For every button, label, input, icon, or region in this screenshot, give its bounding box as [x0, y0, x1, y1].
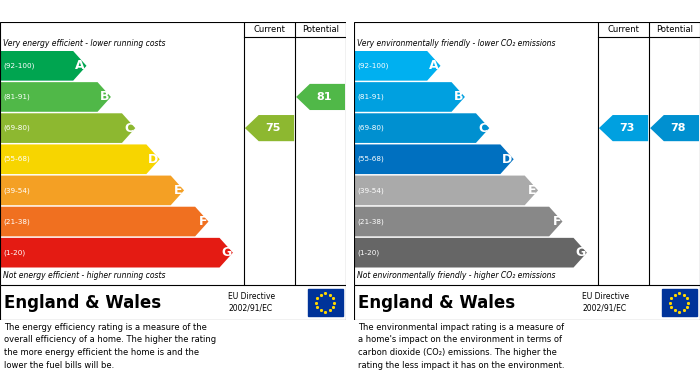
- Text: G: G: [221, 246, 232, 259]
- Text: Not environmentally friendly - higher CO₂ emissions: Not environmentally friendly - higher CO…: [357, 271, 556, 280]
- Text: (92-100): (92-100): [357, 63, 388, 69]
- Text: F: F: [552, 215, 561, 228]
- Text: E: E: [528, 184, 537, 197]
- Text: 81: 81: [316, 92, 332, 102]
- Text: EU Directive
2002/91/EC: EU Directive 2002/91/EC: [582, 292, 629, 313]
- Text: (39-54): (39-54): [357, 187, 384, 194]
- Text: The energy efficiency rating is a measure of the
overall efficiency of a home. T: The energy efficiency rating is a measur…: [4, 323, 216, 369]
- Text: Current: Current: [253, 25, 286, 34]
- Text: E: E: [174, 184, 183, 197]
- Polygon shape: [0, 51, 87, 81]
- Text: F: F: [199, 215, 207, 228]
- Text: (55-68): (55-68): [3, 156, 29, 163]
- Text: (81-91): (81-91): [3, 94, 29, 100]
- Text: A: A: [76, 59, 85, 72]
- Text: Very environmentally friendly - lower CO₂ emissions: Very environmentally friendly - lower CO…: [357, 39, 556, 48]
- Text: Energy Efficiency Rating: Energy Efficiency Rating: [5, 5, 177, 18]
- Text: Not energy efficient - higher running costs: Not energy efficient - higher running co…: [3, 271, 165, 280]
- Polygon shape: [650, 115, 699, 141]
- Polygon shape: [0, 238, 233, 267]
- Text: (1-20): (1-20): [3, 249, 25, 256]
- Text: (92-100): (92-100): [3, 63, 34, 69]
- Polygon shape: [354, 207, 563, 236]
- Text: England & Wales: England & Wales: [4, 294, 161, 312]
- Polygon shape: [0, 144, 160, 174]
- Text: 75: 75: [265, 123, 281, 133]
- Polygon shape: [354, 82, 465, 112]
- Text: Potential: Potential: [656, 25, 693, 34]
- Text: (21-38): (21-38): [357, 218, 384, 225]
- Text: Very energy efficient - lower running costs: Very energy efficient - lower running co…: [3, 39, 165, 48]
- Text: A: A: [429, 59, 439, 72]
- Text: England & Wales: England & Wales: [358, 294, 515, 312]
- Polygon shape: [245, 115, 294, 141]
- Text: G: G: [575, 246, 585, 259]
- Bar: [662, 289, 696, 316]
- Text: (21-38): (21-38): [3, 218, 29, 225]
- Text: (81-91): (81-91): [357, 94, 384, 100]
- Polygon shape: [0, 82, 111, 112]
- Text: 78: 78: [670, 123, 686, 133]
- Text: C: C: [479, 122, 488, 135]
- Text: B: B: [100, 90, 109, 104]
- Text: The environmental impact rating is a measure of
a home's impact on the environme: The environmental impact rating is a mea…: [358, 323, 564, 369]
- Text: 73: 73: [620, 123, 635, 133]
- Text: (55-68): (55-68): [357, 156, 384, 163]
- Text: C: C: [125, 122, 134, 135]
- Polygon shape: [296, 84, 345, 110]
- Text: Current: Current: [608, 25, 640, 34]
- Polygon shape: [354, 176, 538, 205]
- Text: Environmental Impact (CO₂) Rating: Environmental Impact (CO₂) Rating: [359, 5, 606, 18]
- Polygon shape: [0, 113, 135, 143]
- Polygon shape: [599, 115, 648, 141]
- Polygon shape: [0, 207, 209, 236]
- Text: (69-80): (69-80): [357, 125, 384, 131]
- Text: D: D: [502, 153, 512, 166]
- Polygon shape: [354, 113, 489, 143]
- Text: D: D: [148, 153, 158, 166]
- Text: EU Directive
2002/91/EC: EU Directive 2002/91/EC: [228, 292, 276, 313]
- Text: (1-20): (1-20): [357, 249, 379, 256]
- Bar: [308, 289, 342, 316]
- Text: (39-54): (39-54): [3, 187, 29, 194]
- Polygon shape: [354, 51, 440, 81]
- Polygon shape: [354, 238, 587, 267]
- Polygon shape: [354, 144, 514, 174]
- Text: B: B: [454, 90, 463, 104]
- Text: (69-80): (69-80): [3, 125, 29, 131]
- Text: Potential: Potential: [302, 25, 339, 34]
- Polygon shape: [0, 176, 184, 205]
